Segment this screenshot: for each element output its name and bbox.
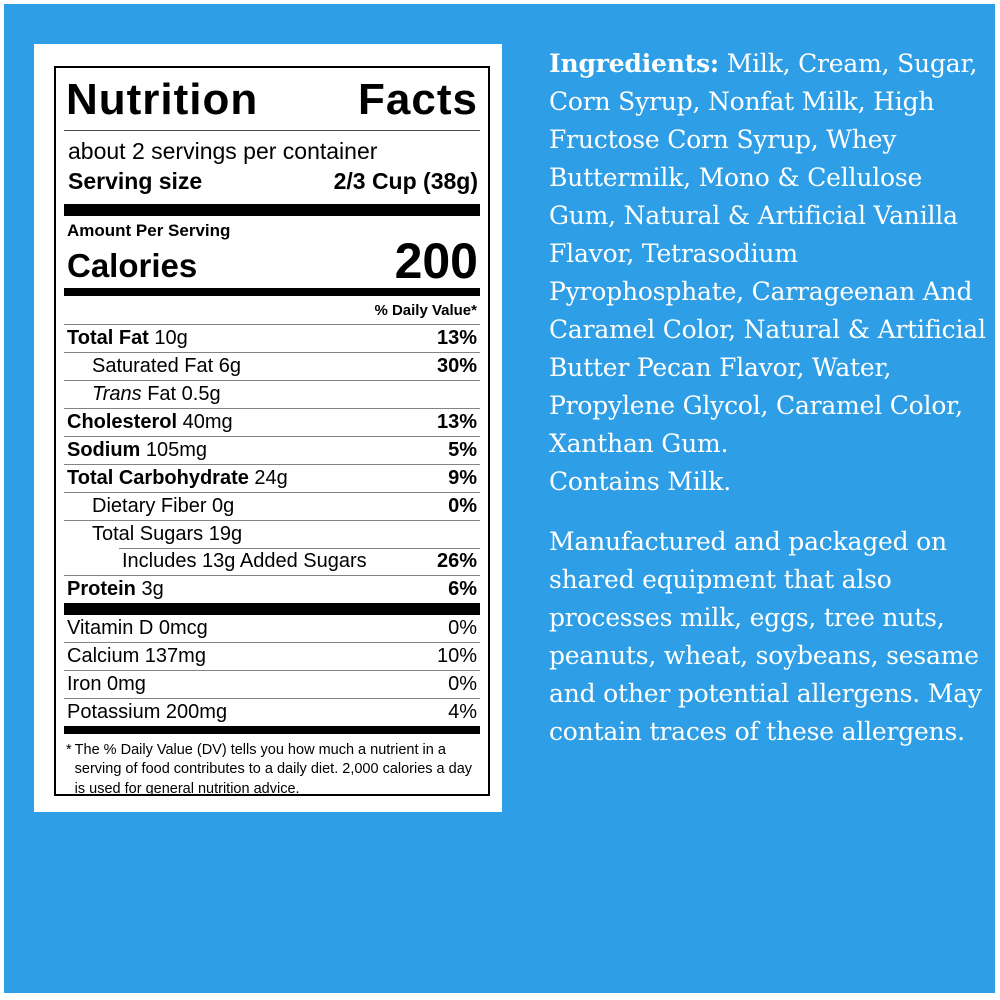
daily-value: 4% [448, 700, 477, 723]
allergen-notice: Manufactured and packaged on shared equi… [549, 527, 982, 746]
daily-value: 0% [448, 616, 477, 639]
blue-card: Nutrition Facts about 2 servings per con… [4, 4, 995, 993]
daily-value: 13% [436, 326, 477, 349]
serving-size-row: Serving size 2/3 Cup (38g) [64, 165, 480, 204]
serving-size-label: Serving size [68, 167, 203, 194]
vitamin-row-calcium: Calcium 137mg 10% [64, 641, 480, 670]
amount-per-serving-label: Amount Per Serving [67, 220, 231, 240]
ingredients-heading: Ingredients: [549, 49, 719, 78]
nutrient-name: Iron 0mg [67, 672, 146, 695]
daily-value: 13% [436, 410, 477, 433]
vitamin-row-vitamin-d: Vitamin D 0mcg 0% [64, 615, 480, 642]
servings-per-container: about 2 servings per container [68, 137, 378, 164]
nutrient-row-cholesterol: Cholesterol 40mg 13% [64, 407, 480, 436]
contains-statement: Contains Milk. [549, 467, 731, 496]
calories-value: 200 [394, 232, 478, 289]
calories-row: Calories 200 [67, 232, 478, 289]
nutrition-label-panel: Nutrition Facts about 2 servings per con… [34, 44, 502, 812]
daily-value-header: % Daily Value* [374, 301, 477, 319]
nutrient-row-total-carbohydrate: Total Carbohydrate 24g 9% [64, 463, 480, 492]
ingredients-panel: Ingredients: Milk, Cream, Sugar, Corn Sy… [549, 45, 989, 751]
nutrition-facts-title: Nutrition Facts [64, 74, 480, 131]
nutrient-name: Calcium 137mg [67, 644, 206, 667]
divider-bar-thick [64, 203, 480, 216]
nutrient-row-trans-fat: Trans Fat 0.5g [64, 379, 480, 408]
daily-value: 10% [436, 644, 477, 667]
ingredients-paragraph: Ingredients: Milk, Cream, Sugar, Corn Sy… [549, 45, 989, 463]
daily-value: 0% [448, 672, 477, 695]
daily-value-footnote: * The % Daily Value (DV) tells you how m… [64, 734, 480, 796]
divider-bar-medium [64, 725, 480, 734]
nutrient-name: Total Carbohydrate 24g [67, 466, 288, 489]
daily-value: 6% [448, 577, 477, 600]
divider-bar-medium [64, 287, 480, 296]
nutrient-name: Saturated Fat 6g [92, 354, 241, 377]
nutrient-row-dietary-fiber: Dietary Fiber 0g 0% [64, 491, 480, 520]
nutrient-name: Potassium 200mg [67, 700, 228, 723]
calories-label: Calories [67, 246, 198, 284]
nutrient-row-saturated-fat: Saturated Fat 6g 30% [64, 351, 480, 380]
nutrient-name: Trans Fat 0.5g [92, 382, 221, 405]
nutrient-row-total-sugars: Total Sugars 19g [64, 519, 480, 548]
daily-value: 30% [436, 354, 477, 377]
daily-value: 5% [448, 438, 477, 461]
footnote-text: The % Daily Value (DV) tells you how muc… [74, 741, 473, 796]
serving-size-value: 2/3 Cup (38g) [333, 167, 478, 194]
nutrient-name: Total Sugars 19g [92, 522, 243, 545]
nutrient-name: Sodium 105mg [67, 438, 208, 461]
vitamin-row-iron: Iron 0mg 0% [64, 669, 480, 698]
vitamin-row-potassium: Potassium 200mg 4% [64, 697, 480, 726]
nutrient-name: Vitamin D 0mcg [67, 616, 208, 639]
divider-bar-thick [64, 602, 480, 615]
nutrient-row-added-sugars: Includes 13g Added Sugars 26% [64, 547, 480, 575]
nutrient-name: Protein 3g [67, 577, 164, 600]
nutrient-name: Cholesterol 40mg [67, 410, 233, 433]
nutrient-name: Includes 13g Added Sugars [122, 549, 367, 572]
title-word-nutrition: Nutrition [66, 75, 259, 124]
nutrition-facts-label: Nutrition Facts about 2 servings per con… [54, 66, 490, 796]
daily-value: 26% [436, 549, 477, 572]
nutrient-row-protein: Protein 3g 6% [64, 574, 480, 603]
ingredients-list: Milk, Cream, Sugar, Corn Syrup, Nonfat M… [549, 49, 986, 458]
title-word-facts: Facts [358, 75, 478, 124]
daily-value: 0% [448, 494, 477, 517]
daily-value: 9% [448, 466, 477, 489]
nutrient-row-total-fat: Total Fat 10g 13% [64, 323, 480, 352]
nutrient-name: Dietary Fiber 0g [92, 494, 235, 517]
nutrient-row-sodium: Sodium 105mg 5% [64, 435, 480, 464]
nutrient-name: Total Fat 10g [67, 326, 188, 349]
footnote-asterisk: * [66, 741, 72, 758]
